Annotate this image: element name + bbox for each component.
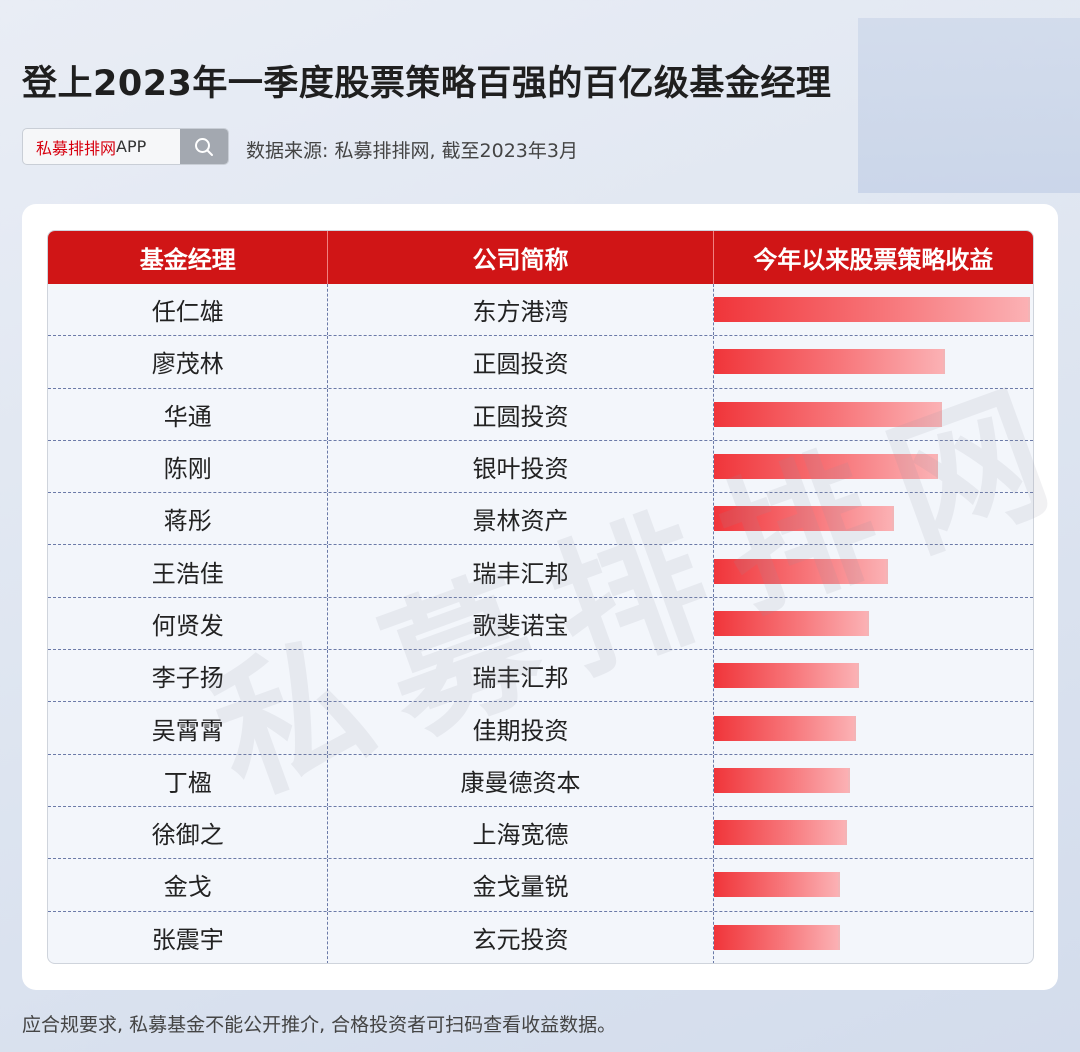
ranking-card: 基金经理 公司简称 今年以来股票策略收益 任仁雄 东方港湾 廖茂林 正圆投资 华通 正圆投… (22, 204, 1058, 990)
company-cell: 正圆投资 (328, 388, 714, 440)
company-cell: 佳期投资 (328, 702, 714, 754)
footer-note: 应合规要求, 私募基金不能公开推介, 合格投资者可扫码查看收益数据。 (22, 1014, 617, 1036)
return-bar (713, 925, 840, 951)
table-row: 丁楹 康曼德资本 (48, 754, 1033, 807)
header-company: 公司简称 (328, 231, 714, 284)
table-row: 吴霄霄 佳期投资 (48, 702, 1033, 755)
company-cell: 金戈量锐 (328, 859, 714, 911)
return-bar (713, 663, 859, 689)
search-button[interactable] (180, 129, 228, 164)
manager-cell: 张震宇 (48, 911, 329, 963)
return-cell (713, 755, 1033, 806)
return-bar (713, 872, 840, 898)
manager-cell: 金戈 (48, 859, 329, 911)
return-bar (713, 715, 856, 741)
table-row: 陈刚 银叶投资 (48, 440, 1033, 494)
ranking-table: 基金经理 公司简称 今年以来股票策略收益 任仁雄 东方港湾 廖茂林 正圆投资 华通 正圆投… (47, 230, 1034, 964)
return-cell (713, 650, 1033, 701)
manager-cell: 陈刚 (48, 440, 329, 493)
company-cell: 东方港湾 (328, 284, 714, 336)
page-title: 登上2023年一季度股票策略百强的百亿级基金经理 (22, 64, 832, 104)
return-cell (713, 284, 1033, 335)
table-row: 任仁雄 东方港湾 (48, 284, 1033, 337)
table-row: 金戈 金戈量锐 (48, 859, 1033, 912)
company-cell: 瑞丰汇邦 (328, 545, 714, 597)
return-bar (713, 558, 888, 584)
return-bar (713, 454, 938, 480)
return-cell (713, 441, 1033, 492)
table-row: 华通 正圆投资 (48, 388, 1033, 441)
return-bar (713, 297, 1030, 323)
return-cell (713, 702, 1033, 753)
return-cell (713, 859, 1033, 910)
manager-cell: 王浩佳 (48, 545, 329, 597)
search-box[interactable]: 私募排排网 APP (22, 128, 229, 165)
company-cell: 歌斐诺宝 (328, 597, 714, 650)
table-row: 李子扬 瑞丰汇邦 (48, 650, 1033, 703)
manager-cell: 徐御之 (48, 806, 329, 859)
return-bar (713, 401, 942, 427)
manager-cell: 廖茂林 (48, 336, 329, 388)
search-label: 私募排排网 APP (23, 129, 180, 164)
return-cell (713, 912, 1033, 963)
manager-cell: 任仁雄 (48, 284, 329, 336)
search-brand: 私募排排网 (36, 138, 117, 158)
return-cell (713, 807, 1033, 858)
background-decoration (858, 18, 1080, 193)
search-icon (195, 137, 213, 156)
company-cell: 景林资产 (328, 493, 714, 545)
table-row: 张震宇 玄元投资 (48, 911, 1033, 963)
return-cell (713, 336, 1033, 387)
return-bar (713, 820, 847, 846)
header-manager: 基金经理 (48, 231, 329, 284)
table-row: 何贤发 歌斐诺宝 (48, 597, 1033, 651)
table-row: 王浩佳 瑞丰汇邦 (48, 545, 1033, 598)
search-suffix: APP (116, 137, 147, 156)
header-return: 今年以来股票策略收益 (753, 246, 994, 274)
company-cell: 玄元投资 (328, 911, 714, 963)
company-cell: 康曼德资本 (328, 754, 714, 806)
manager-cell: 华通 (48, 388, 329, 440)
table-row: 徐御之 上海宽德 (48, 806, 1033, 860)
company-cell: 瑞丰汇邦 (328, 650, 714, 702)
return-bar (713, 506, 894, 532)
table-row: 廖茂林 正圆投资 (48, 336, 1033, 389)
manager-cell: 丁楹 (48, 754, 329, 806)
return-bar (713, 610, 869, 636)
table-body: 任仁雄 东方港湾 廖茂林 正圆投资 华通 正圆投资 陈刚 银叶投资 蒋彤 景林资产 王浩佳 瑞丰汇邦何… (48, 284, 1033, 963)
return-cell (713, 545, 1033, 596)
table-row: 蒋彤 景林资产 (48, 493, 1033, 546)
manager-cell: 何贤发 (48, 597, 329, 650)
return-cell (713, 598, 1033, 649)
manager-cell: 吴霄霄 (48, 702, 329, 754)
manager-cell: 李子扬 (48, 650, 329, 702)
data-source: 数据来源: 私募排排网, 截至2023年3月 (246, 140, 578, 162)
return-bar (713, 767, 850, 793)
return-cell (713, 493, 1033, 544)
table-header: 基金经理 公司简称 今年以来股票策略收益 (48, 231, 1033, 284)
company-cell: 上海宽德 (328, 806, 714, 859)
manager-cell: 蒋彤 (48, 493, 329, 545)
company-cell: 银叶投资 (328, 440, 714, 493)
company-cell: 正圆投资 (328, 336, 714, 388)
return-bar (713, 349, 945, 375)
return-cell (713, 389, 1033, 440)
